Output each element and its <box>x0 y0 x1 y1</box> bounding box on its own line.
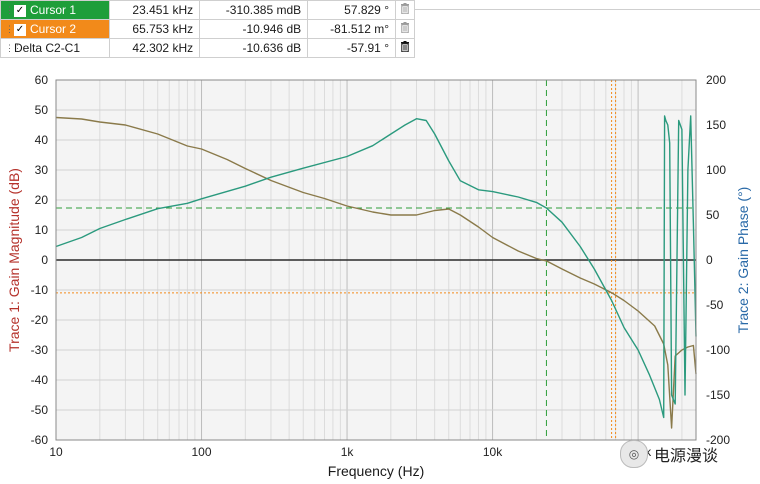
cursor-value2-cell: -81.512 m° <box>307 19 396 39</box>
cursor-row[interactable]: ⋮⋮✓ Cursor 2 65.753 kHz -10.946 dB -81.512 m… <box>0 19 415 39</box>
cursor-freq-cell: 65.753 kHz <box>108 19 201 39</box>
y-right-axis-title: Trace 2: Gain Phase (°) <box>735 187 751 334</box>
y-right-tick-label: 200 <box>706 73 726 87</box>
y-right-tick-label: -50 <box>706 298 724 312</box>
trash-icon[interactable] <box>395 19 415 39</box>
y-left-tick-label: 50 <box>35 103 49 117</box>
y-right-tick-label: -150 <box>706 388 730 402</box>
y-left-tick-label: -30 <box>31 343 49 357</box>
cursor-label: Cursor 1 <box>30 3 77 17</box>
cursor-visible-checkbox[interactable]: ✓ <box>14 4 26 17</box>
y-right-tick-label: -100 <box>706 343 730 357</box>
cursor-row[interactable]: ⋮⋮Delta C2-C1 42.302 kHz -10.636 dB -57.91 … <box>0 38 415 58</box>
trash-icon[interactable] <box>395 38 415 58</box>
x-tick-label: 10 <box>49 445 63 459</box>
cursor-visible-checkbox[interactable]: ✓ <box>14 23 26 36</box>
y-left-tick-label: -50 <box>31 403 49 417</box>
y-left-axis-title: Trace 1: Gain Magnitude (dB) <box>6 168 22 352</box>
x-tick-label: 1k <box>341 445 355 459</box>
x-tick-label: 100 <box>192 445 212 459</box>
wechat-logo-icon: ◎ <box>620 440 648 468</box>
phase-trace <box>55 115 697 419</box>
y-right-tick-label: 100 <box>706 163 726 177</box>
cursor-value1-cell: -10.636 dB <box>199 38 309 58</box>
y-left-tick-label: 10 <box>35 223 49 237</box>
y-right-tick-label: 0 <box>706 253 713 267</box>
toolbar-divider <box>415 9 760 10</box>
watermark: ◎ 电源漫谈 <box>620 440 718 468</box>
x-tick-label: 10k <box>483 445 503 459</box>
cursor-table: ⋮⋮✓ Cursor 1 23.451 kHz -310.385 mdB 57.829 … <box>0 0 415 58</box>
y-left-tick-label: 20 <box>35 193 49 207</box>
y-left-tick-label: -20 <box>31 313 49 327</box>
y-right-tick-label: -200 <box>706 433 730 447</box>
cursor-freq-cell: 23.451 kHz <box>108 0 201 20</box>
cursor-name-cell[interactable]: ⋮⋮✓ Cursor 1 <box>0 0 110 20</box>
y-left-tick-label: -60 <box>31 433 49 447</box>
y-left-tick-label: 60 <box>35 73 49 87</box>
y-left-tick-label: -40 <box>31 373 49 387</box>
y-left-tick-label: 40 <box>35 133 49 147</box>
y-left-tick-label: 30 <box>35 163 49 177</box>
watermark-text: 电源漫谈 <box>654 448 719 465</box>
cursor-row[interactable]: ⋮⋮✓ Cursor 1 23.451 kHz -310.385 mdB 57.829 … <box>0 0 415 20</box>
y-right-tick-label: 50 <box>706 208 720 222</box>
y-left-tick-label: 0 <box>41 253 48 267</box>
magnitude-trace <box>55 116 697 429</box>
cursor-name-cell[interactable]: ⋮⋮Delta C2-C1 <box>0 38 110 58</box>
cursor-freq-cell: 42.302 kHz <box>108 38 201 58</box>
y-left-tick-label: -10 <box>31 283 49 297</box>
x-axis-title: Frequency (Hz) <box>328 463 424 479</box>
cursor-label: Delta C2-C1 <box>14 41 81 55</box>
y-right-tick-label: 150 <box>706 118 726 132</box>
cursor-label: Cursor 2 <box>30 22 77 36</box>
plot-frame <box>55 79 697 441</box>
